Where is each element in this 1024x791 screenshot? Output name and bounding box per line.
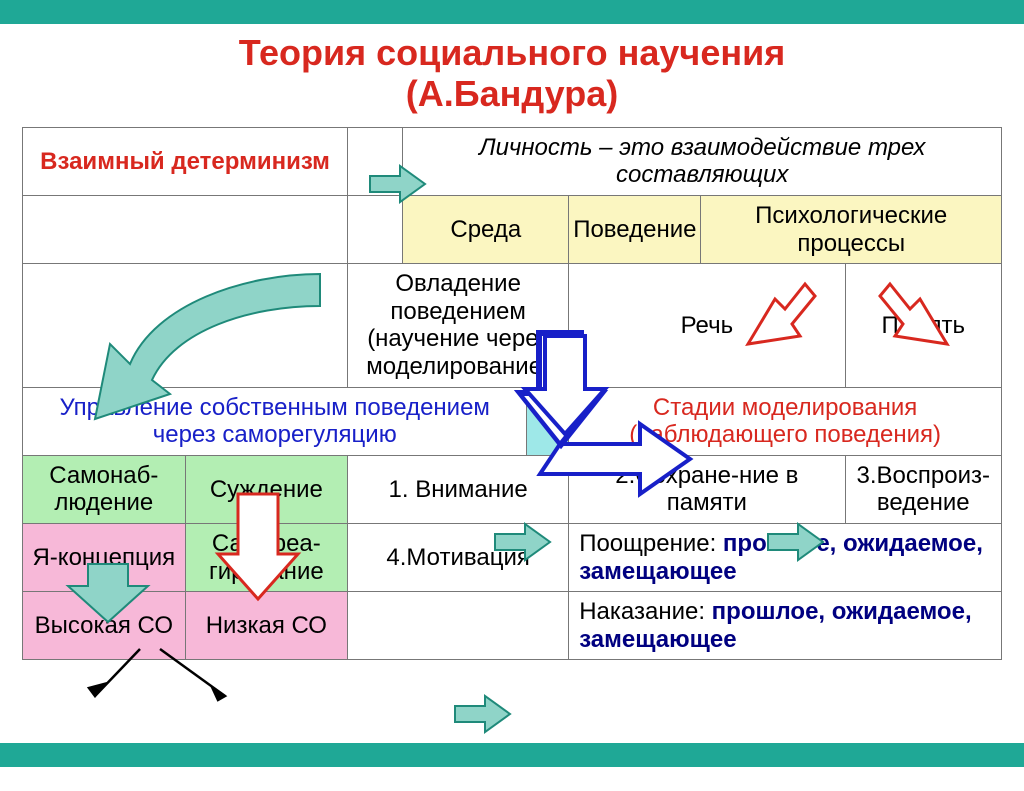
cell-stages: Стадии моделирования (наблюдающего повед… [569,387,1002,455]
punishment-label: Наказание: [579,598,711,625]
row-5: Самонаб-людение Суждение 1. Внимание 2.С… [23,455,1002,523]
row-7: Высокая СО Низкая СО Наказание: прошлое,… [23,592,1002,660]
row-1: Взаимный детерминизм Личность – это взаи… [23,127,1002,195]
cell-memory: Память [845,264,1001,387]
cell-reward: Поощрение: прошлое, ожидаемое, замещающе… [569,523,1002,591]
cell-personality: Личность – это взаимодействие трех соста… [403,127,1002,195]
row-3: Овладение поведением (научение через мод… [23,264,1002,387]
cell-motivation: 4.Мотивация [348,523,569,591]
cell-determinism: Взаимный детерминизм [23,127,348,195]
cell-punishment: Наказание: прошлое, ожидаемое, замещающе… [569,592,1002,660]
slide: Теория социального научения (А.Бандура) … [0,0,1024,767]
cell-empty-r2 [23,195,348,263]
cell-behavior: Поведение [569,195,701,263]
slide-title: Теория социального научения (А.Бандура) [0,24,1024,127]
title-line1: Теория социального научения [239,32,785,73]
cell-selfreg: Управление собственным поведением через … [23,387,527,455]
cell-selfconcept: Я-концепция [23,523,186,591]
cell-highse: Высокая СО [23,592,186,660]
cell-empty-r7 [348,592,569,660]
cell-empty-r3a [23,264,348,387]
cell-environment: Среда [403,195,569,263]
row-2: Среда Поведение Психологические процессы [23,195,1002,263]
cell-attention: 1. Внимание [348,455,569,523]
title-line2: (А.Бандура) [406,73,618,114]
cell-psych: Психологические процессы [701,195,1002,263]
reward-label: Поощрение: [579,530,723,557]
cell-judgment: Суждение [185,455,347,523]
cell-mastery: Овладение поведением (научение через мод… [348,264,569,387]
cell-cyan-marker [527,387,569,455]
cell-speech: Речь [569,264,845,387]
row-4: Управление собственным поведением через … [23,387,1002,455]
cell-lowse: Низкая СО [185,592,347,660]
cell-selfobs: Самонаб-людение [23,455,186,523]
arrow-to-punishment-icon [455,696,510,732]
cell-arrow-slot-1 [348,127,403,195]
row-6: Я-концепция Самореа-гирование 4.Мотиваци… [23,523,1002,591]
diagram-table: Взаимный детерминизм Личность – это взаи… [22,127,1002,661]
cell-reproduction: 3.Воспроиз-ведение [845,455,1001,523]
cell-retention: 2.Сохране-ние в памяти [569,455,845,523]
cell-empty-r2b [348,195,403,263]
cell-selfreact: Самореа-гирование [185,523,347,591]
